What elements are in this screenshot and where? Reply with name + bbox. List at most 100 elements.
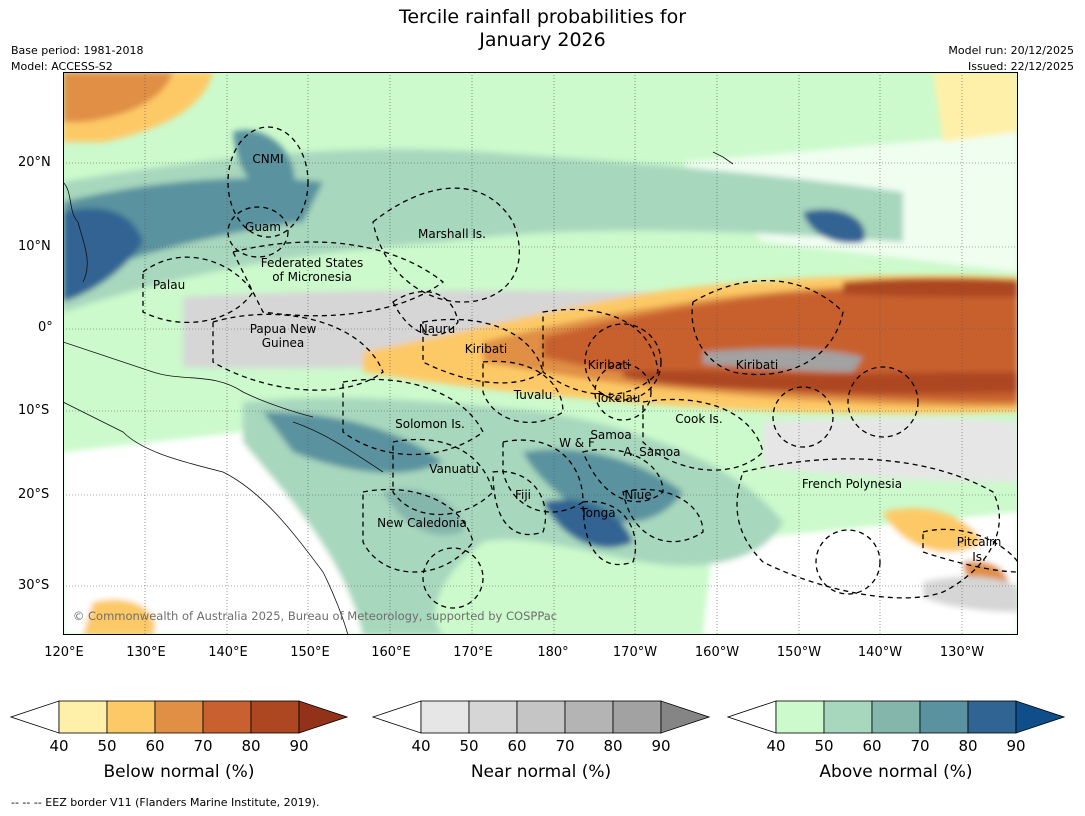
label-guam: Guam (245, 220, 281, 234)
map-title: Tercile rainfall probabilities for Janua… (0, 6, 1085, 52)
label-tokelau: Tokelau (595, 391, 641, 405)
lat-tick: 20°S (18, 487, 50, 502)
label-palau: Palau (153, 278, 185, 292)
cb-tick: 60 (862, 737, 882, 755)
lon-tick: 130°E (126, 645, 166, 660)
label-kiribati-west: Kiribati (465, 342, 507, 356)
colorbar-over-arrow (1015, 700, 1066, 734)
model-run: Model run: 20/12/2025 (948, 44, 1074, 57)
map-title-line2: January 2026 (479, 29, 606, 51)
eez-footnote: -- -- -- EEZ border V11 (Flanders Marine… (11, 796, 320, 809)
label-tonga: Tonga (579, 506, 615, 520)
colorbar-swatch (967, 700, 1017, 734)
rainfall-map: CNMI Guam Marshall Is. Federated States … (63, 72, 1018, 635)
lat-tick: 10°N (18, 239, 51, 254)
model-name: Model: ACCESS-S2 (11, 60, 113, 73)
label-new-caledonia: New Caledonia (377, 516, 467, 530)
colorbar-swatch (420, 700, 470, 734)
lon-tick: 140°E (208, 645, 248, 660)
cb-tick: 70 (555, 737, 575, 755)
cb-tick: 90 (651, 737, 671, 755)
lon-tick: 160°E (371, 645, 411, 660)
cb-tick: 80 (958, 737, 978, 755)
colorbar-below-swatches (9, 700, 349, 734)
lon-tick: 130°W (939, 645, 985, 660)
colorbar-over-arrow (298, 700, 349, 734)
cb-tick: 70 (193, 737, 213, 755)
label-solomon: Solomon Is. (395, 417, 465, 431)
label-kiribati-central: Kiribati (588, 358, 630, 372)
lat-tick: 20°N (18, 155, 51, 170)
colorbar-below-normal: 40 50 60 70 80 90 Below normal (%) (9, 700, 349, 782)
lon-tick: 180° (537, 645, 569, 660)
colorbar-swatch (106, 700, 156, 734)
colorbar-swatch (612, 700, 662, 734)
cb-tick: 70 (910, 737, 930, 755)
lon-tick: 140°W (857, 645, 903, 660)
lat-tick: 10°S (18, 403, 50, 418)
colorbar-swatch (564, 700, 614, 734)
label-wallis-futuna: W & F (559, 436, 595, 450)
cb-tick: 40 (411, 737, 431, 755)
label-french-polynesia: French Polynesia (802, 477, 902, 491)
label-kiribati-east: Kiribati (736, 358, 778, 372)
label-pitcairn-line1: Pitcairn (957, 535, 1002, 549)
colorbar-under-arrow (371, 700, 422, 734)
colorbar-under-arrow (9, 700, 60, 734)
cb-tick: 60 (507, 737, 527, 755)
label-png-line2: Guinea (262, 336, 305, 350)
colorbar-swatch (202, 700, 252, 734)
colorbar-swatch (919, 700, 969, 734)
probability-shading (63, 72, 1018, 635)
colorbar-swatch (154, 700, 204, 734)
colorbar-swatch (516, 700, 566, 734)
colorbar-swatch (871, 700, 921, 734)
base-period: Base period: 1981-2018 (11, 44, 144, 57)
label-fiji: Fiji (515, 488, 531, 502)
colorbar-above-label: Above normal (%) (819, 762, 973, 782)
coastlines (63, 151, 734, 635)
map-title-line1: Tercile rainfall probabilities for (398, 6, 687, 28)
cb-tick: 80 (241, 737, 261, 755)
lat-tick: 30°S (18, 578, 50, 593)
label-cook-islands: Cook Is. (675, 412, 722, 426)
map-frame (63, 72, 1018, 635)
colorbar-under-arrow (726, 700, 777, 734)
colorbar-below-ticks: 40 50 60 70 80 90 (10, 737, 348, 755)
meta-right: Model run: 20/12/2025 Issued: 22/12/2025 (948, 43, 1074, 75)
colorbar-swatch (58, 700, 108, 734)
colorbar-swatch (775, 700, 825, 734)
lon-tick: 160°W (694, 645, 740, 660)
colorbar-swatch (823, 700, 873, 734)
cb-tick: 40 (766, 737, 786, 755)
cb-tick: 50 (459, 737, 479, 755)
colorbar-near-normal: 40 50 60 70 80 90 Near normal (%) (371, 700, 711, 782)
cb-tick: 50 (814, 737, 834, 755)
issued-date: Issued: 22/12/2025 (967, 60, 1074, 73)
cb-tick: 90 (289, 737, 309, 755)
label-png-line1: Papua New (250, 322, 317, 336)
label-vanuatu: Vanuatu (429, 462, 479, 476)
label-american-samoa: A. Samoa (624, 445, 681, 459)
lon-tick: 170°E (453, 645, 493, 660)
meta-left: Base period: 1981-2018 Model: ACCESS-S2 (11, 43, 143, 75)
label-niue: Niue (624, 488, 651, 502)
colorbar-near-ticks: 40 50 60 70 80 90 (372, 737, 710, 755)
cb-tick: 40 (49, 737, 69, 755)
lon-tick: 170°W (612, 645, 658, 660)
label-marshall: Marshall Is. (418, 227, 486, 241)
colorbar-swatch (468, 700, 518, 734)
colorbar-swatch (250, 700, 300, 734)
cb-tick: 90 (1006, 737, 1026, 755)
label-samoa: Samoa (590, 428, 631, 442)
label-cnmi: CNMI (252, 152, 283, 166)
lon-tick: 150°W (776, 645, 822, 660)
label-fsm-line2: of Micronesia (272, 270, 352, 284)
map-credit: © Commonwealth of Australia 2025, Bureau… (73, 609, 557, 623)
lon-tick: 120°E (44, 645, 84, 660)
region-labels: CNMI Guam Marshall Is. Federated States … (153, 152, 1001, 564)
colorbar-above-normal: 40 50 60 70 80 90 Above normal (%) (726, 700, 1066, 782)
lat-tick: 0° (38, 320, 53, 335)
label-fsm-line1: Federated States (261, 256, 363, 270)
cb-tick: 50 (97, 737, 117, 755)
